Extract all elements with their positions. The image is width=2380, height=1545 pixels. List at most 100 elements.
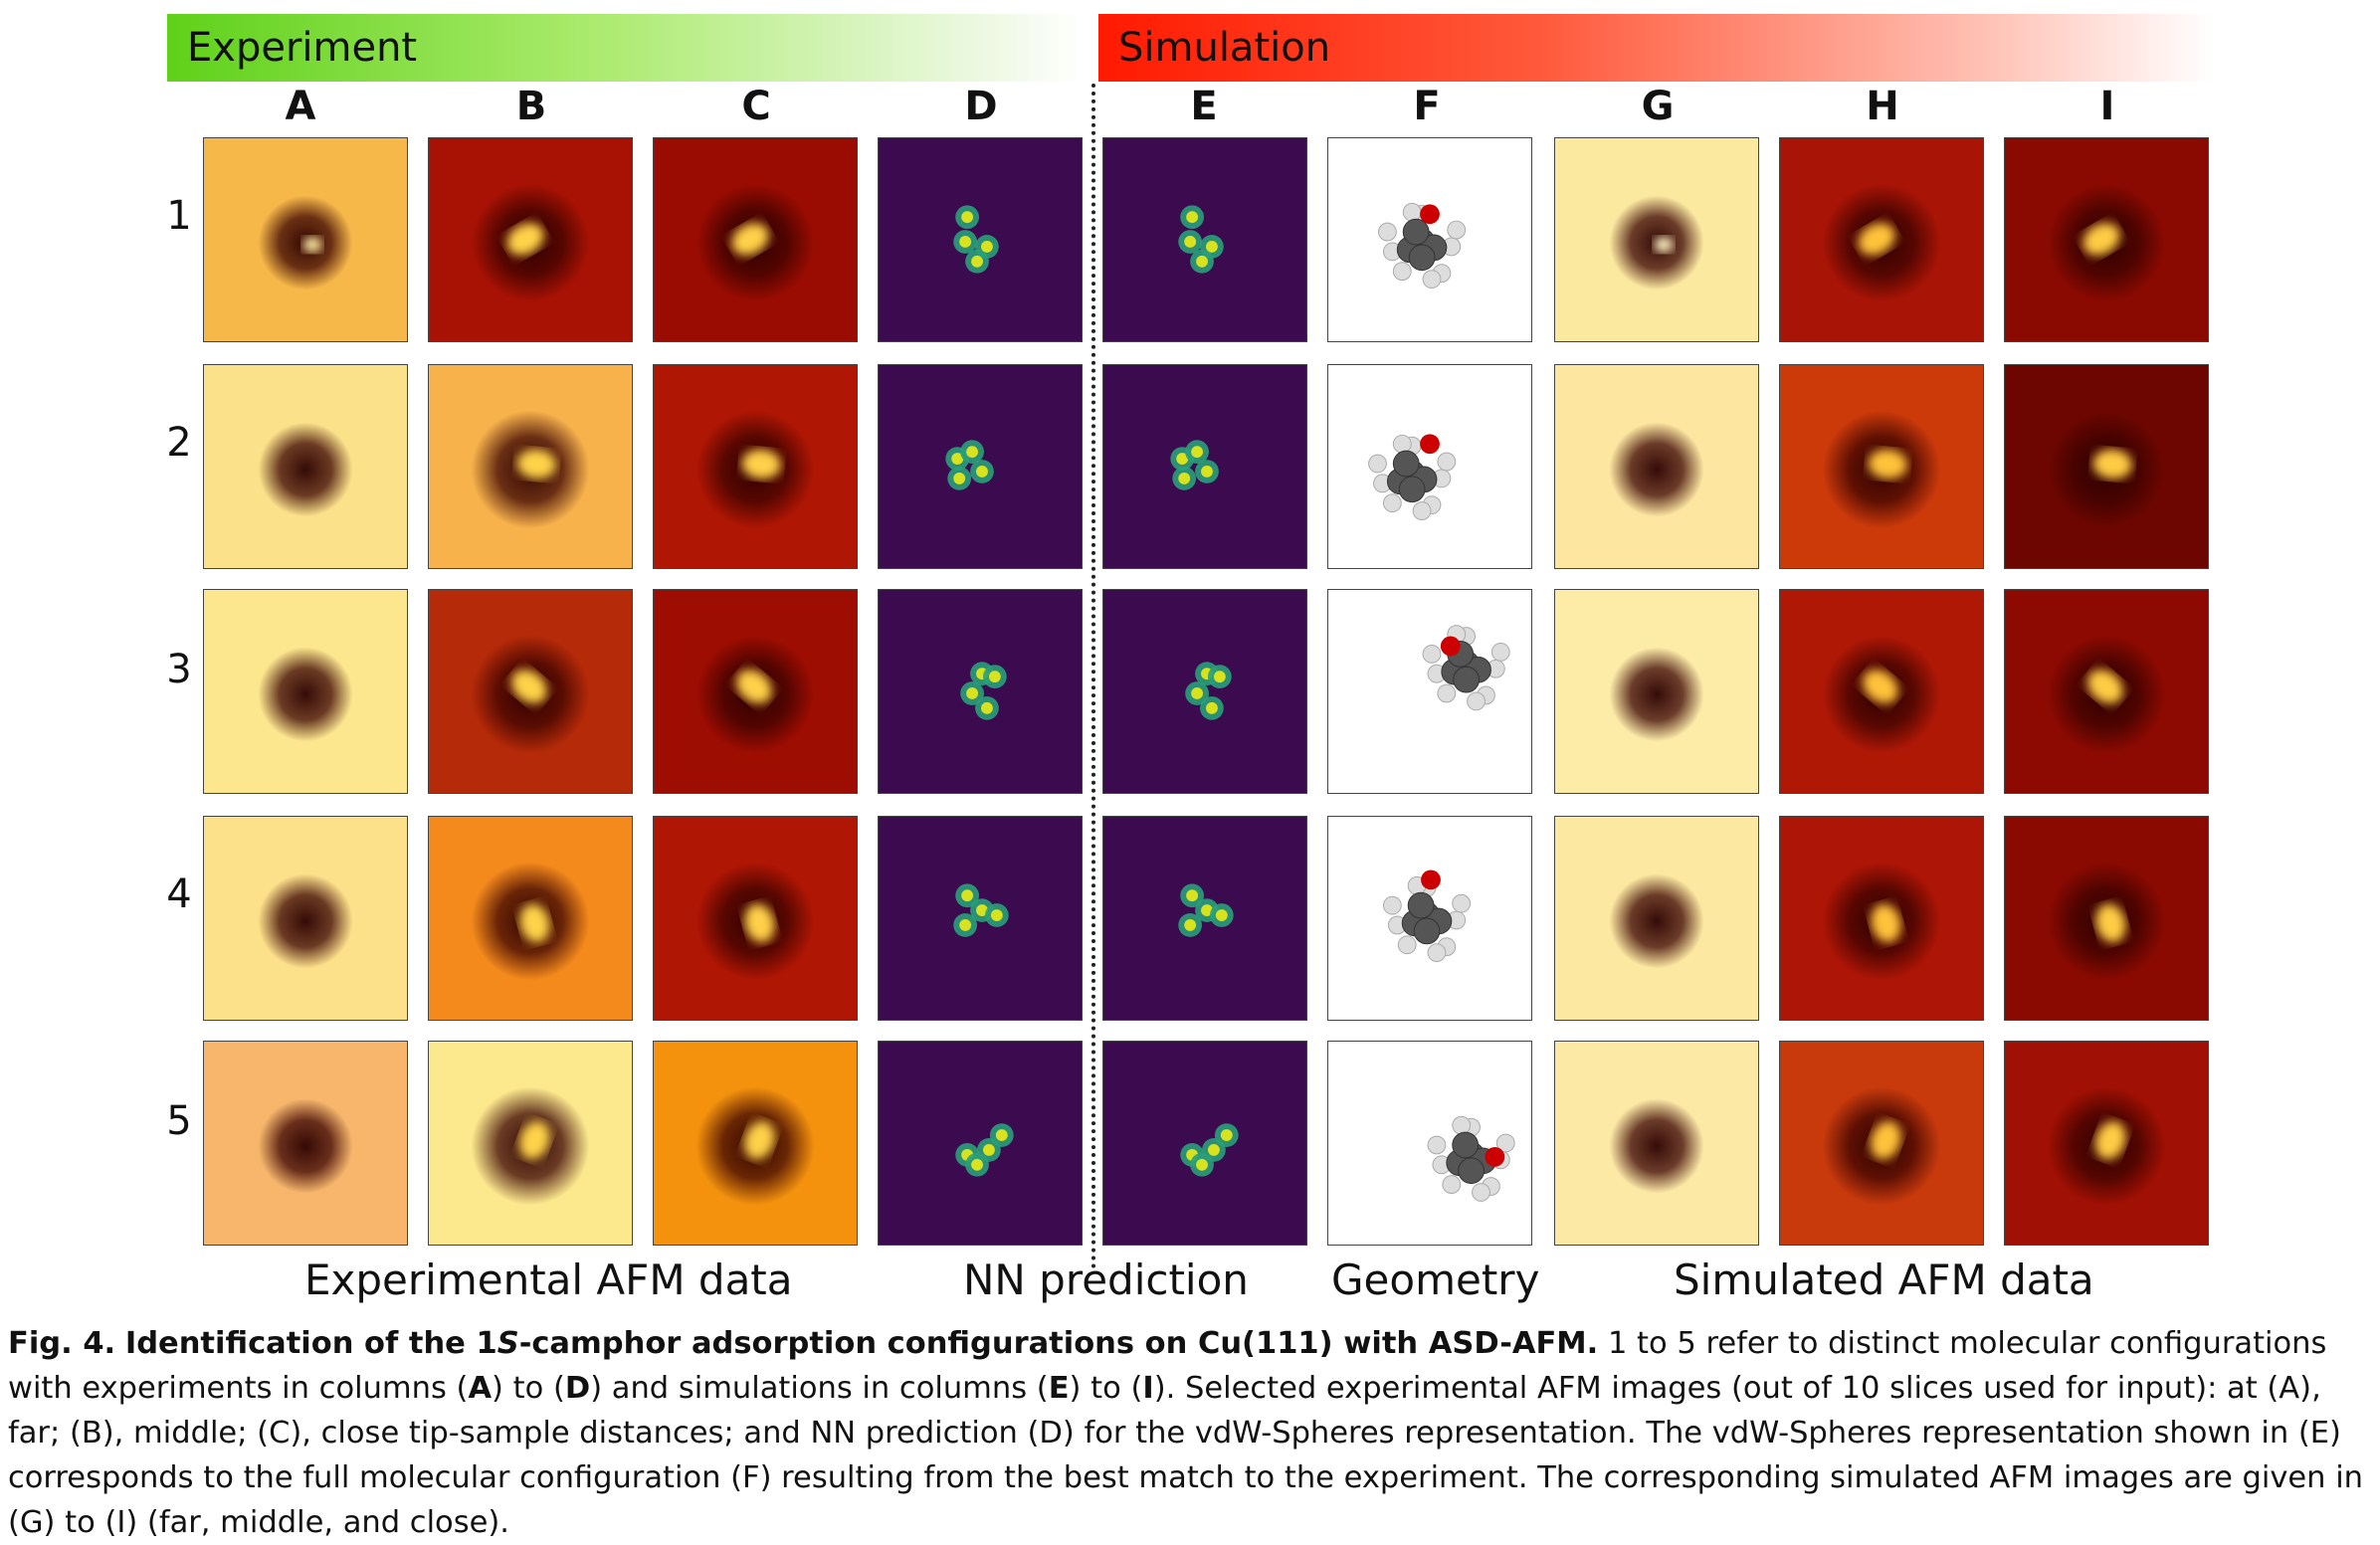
afm-image [204, 138, 407, 341]
geometry-image [1328, 590, 1531, 793]
panel-i-row-4 [2004, 816, 2209, 1021]
afm-image [2005, 365, 2208, 568]
panel-f-row-2 [1327, 364, 1532, 569]
afm-image [204, 590, 407, 793]
panel-a-row-1 [203, 137, 408, 342]
nn-map-image [1103, 138, 1306, 341]
row-label-3: 3 [166, 647, 192, 692]
panel-a-row-2 [203, 364, 408, 569]
afm-image [2005, 590, 2208, 793]
column-label-a: A [285, 84, 316, 129]
nn-map-image [1103, 817, 1306, 1020]
panel-c-row-1 [653, 137, 858, 342]
afm-image [1780, 365, 1983, 568]
panel-g-row-2 [1554, 364, 1759, 569]
panel-i-row-2 [2004, 364, 2209, 569]
panel-e-row-2 [1102, 364, 1307, 569]
figure: Experiment Simulation A B C D E F G H I … [166, 14, 2213, 1304]
panel-h-row-3 [1779, 589, 1984, 794]
panel-e-row-3 [1102, 589, 1307, 794]
panel-b-row-4 [428, 816, 633, 1021]
experiment-banner: Experiment [167, 14, 1083, 82]
afm-image [654, 590, 857, 793]
afm-image [1555, 817, 1758, 1020]
row-label-2: 2 [166, 420, 192, 466]
afm-image [2005, 138, 2208, 341]
caption-fig-label: Fig. 4. [8, 1326, 116, 1361]
panel-c-row-4 [653, 816, 858, 1021]
row-label-4: 4 [166, 871, 192, 917]
panel-g-row-4 [1554, 816, 1759, 1021]
column-label-i: I [2099, 84, 2115, 129]
afm-image [1780, 1042, 1983, 1245]
group-label-experimental: Experimental AFM data [304, 1255, 793, 1304]
panel-e-row-5 [1102, 1041, 1307, 1246]
panel-i-row-3 [2004, 589, 2209, 794]
panel-g-row-5 [1554, 1041, 1759, 1246]
panel-f-row-1 [1327, 137, 1532, 342]
panel-h-row-5 [1779, 1041, 1984, 1246]
afm-image [1555, 590, 1758, 793]
afm-image [1780, 817, 1983, 1020]
panel-d-row-3 [878, 589, 1083, 794]
nn-map-image [1103, 590, 1306, 793]
nn-map-image [879, 138, 1082, 341]
column-label-f: F [1413, 84, 1441, 129]
column-label-h: H [1866, 84, 1899, 129]
nn-map-image [879, 590, 1082, 793]
panel-d-row-1 [878, 137, 1083, 342]
panel-d-row-5 [878, 1041, 1083, 1246]
panel-b-row-2 [428, 364, 633, 569]
afm-image [204, 1042, 407, 1245]
geometry-image [1328, 138, 1531, 341]
column-label-d: D [964, 84, 998, 129]
panel-a-row-3 [203, 589, 408, 794]
column-label-g: G [1641, 84, 1675, 129]
panel-e-row-4 [1102, 816, 1307, 1021]
nn-map-image [879, 365, 1082, 568]
simulation-banner: Simulation [1098, 14, 2213, 82]
afm-image [654, 365, 857, 568]
panel-c-row-5 [653, 1041, 858, 1246]
panel-h-row-4 [1779, 816, 1984, 1021]
column-label-c: C [741, 84, 771, 129]
afm-image [429, 138, 632, 341]
afm-image [429, 817, 632, 1020]
panel-e-row-1 [1102, 137, 1307, 342]
panel-d-row-2 [878, 364, 1083, 569]
panel-f-row-4 [1327, 816, 1532, 1021]
nn-map-image [879, 1042, 1082, 1245]
panel-h-row-1 [1779, 137, 1984, 342]
panel-b-row-1 [428, 137, 633, 342]
panel-f-row-5 [1327, 1041, 1532, 1246]
figure-caption: Fig. 4. Identification of the 1S-camphor… [8, 1321, 2376, 1545]
panel-d-row-4 [878, 816, 1083, 1021]
row-label-1: 1 [166, 193, 192, 239]
panel-g-row-3 [1554, 589, 1759, 794]
nn-map-image [879, 817, 1082, 1020]
afm-image [204, 365, 407, 568]
panel-i-row-1 [2004, 137, 2209, 342]
panel-c-row-2 [653, 364, 858, 569]
afm-image [654, 138, 857, 341]
geometry-image [1328, 1042, 1531, 1245]
caption-title: Identification of the 1S-camphor adsorpt… [124, 1326, 1599, 1361]
panel-i-row-5 [2004, 1041, 2209, 1246]
panel-g-row-1 [1554, 137, 1759, 342]
group-label-simulated: Simulated AFM data [1674, 1255, 2094, 1304]
afm-image [429, 365, 632, 568]
experiment-simulation-divider [1091, 84, 1095, 1269]
panel-b-row-3 [428, 589, 633, 794]
afm-image [204, 817, 407, 1020]
nn-map-image [1103, 1042, 1306, 1245]
afm-image [1555, 138, 1758, 341]
panel-a-row-5 [203, 1041, 408, 1246]
afm-image [1780, 138, 1983, 341]
column-label-b: B [515, 84, 547, 129]
afm-image [2005, 1042, 2208, 1245]
row-label-5: 5 [166, 1098, 192, 1144]
geometry-image [1328, 365, 1531, 568]
panel-a-row-4 [203, 816, 408, 1021]
panel-c-row-3 [653, 589, 858, 794]
group-label-geometry: Geometry [1331, 1255, 1540, 1304]
